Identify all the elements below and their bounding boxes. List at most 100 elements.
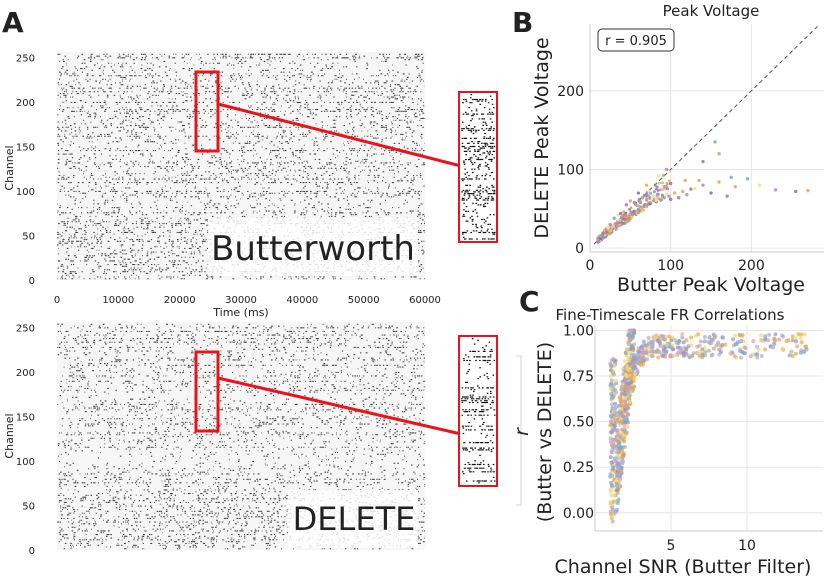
data-point bbox=[789, 349, 794, 354]
data-point bbox=[609, 397, 614, 402]
data-point bbox=[684, 338, 689, 343]
data-point bbox=[665, 181, 669, 185]
data-point bbox=[685, 192, 689, 197]
data-point bbox=[701, 183, 705, 187]
data-point bbox=[616, 213, 620, 217]
data-point bbox=[624, 431, 629, 436]
y-tick-label: 200 bbox=[16, 368, 35, 379]
data-point bbox=[738, 349, 743, 354]
data-point bbox=[773, 332, 778, 337]
data-point bbox=[758, 333, 763, 338]
data-point bbox=[670, 347, 675, 352]
data-point bbox=[623, 215, 627, 219]
data-point bbox=[650, 349, 655, 354]
data-point bbox=[633, 365, 638, 370]
data-point bbox=[616, 410, 621, 415]
x-tick-label: 20000 bbox=[164, 295, 196, 306]
data-point bbox=[648, 189, 652, 193]
data-point bbox=[629, 328, 634, 333]
data-point bbox=[625, 412, 630, 417]
x-tick-label: 200 bbox=[738, 258, 765, 274]
data-point bbox=[697, 353, 702, 358]
data-point bbox=[795, 344, 800, 349]
data-point bbox=[624, 351, 629, 356]
data-point bbox=[756, 347, 761, 352]
data-point bbox=[627, 350, 632, 355]
data-point bbox=[709, 191, 713, 195]
peak-voltage-title: Peak Voltage bbox=[663, 2, 760, 20]
data-point bbox=[609, 381, 614, 386]
data-point bbox=[644, 183, 649, 187]
data-point bbox=[618, 435, 623, 440]
identity-line bbox=[593, 25, 819, 245]
data-point bbox=[618, 211, 623, 216]
data-point bbox=[702, 335, 707, 340]
data-point bbox=[654, 197, 658, 201]
data-point bbox=[656, 196, 661, 201]
y-tick-label: 150 bbox=[16, 412, 35, 423]
data-point bbox=[615, 499, 620, 504]
data-point bbox=[673, 191, 677, 195]
data-point bbox=[790, 338, 795, 343]
fr-ylabel-sub: (Butter vs DELETE) bbox=[534, 342, 556, 522]
data-point bbox=[609, 443, 614, 448]
data-point bbox=[683, 178, 687, 183]
data-point bbox=[650, 339, 655, 344]
raster-bottom: 0 50 100 150 200 250 Channel DELETE bbox=[3, 322, 498, 557]
y-tick-label: 1.00 bbox=[563, 323, 594, 339]
data-point bbox=[622, 435, 627, 440]
data-point bbox=[664, 192, 669, 197]
y-tick-label: 0.75 bbox=[563, 369, 594, 385]
data-point bbox=[609, 460, 614, 465]
data-point bbox=[723, 342, 728, 347]
data-point bbox=[608, 361, 613, 366]
data-point bbox=[659, 333, 664, 338]
data-point bbox=[613, 412, 618, 417]
data-point bbox=[615, 439, 620, 444]
data-point bbox=[763, 337, 768, 342]
data-point bbox=[626, 381, 631, 386]
data-point bbox=[734, 341, 739, 346]
data-point bbox=[748, 354, 753, 359]
x-tick-label: 40000 bbox=[286, 295, 318, 306]
data-point bbox=[707, 335, 712, 340]
data-point bbox=[637, 355, 642, 360]
data-point bbox=[689, 187, 693, 191]
data-point bbox=[610, 483, 615, 488]
data-point bbox=[714, 343, 719, 348]
data-point bbox=[751, 339, 756, 344]
data-point bbox=[656, 174, 661, 178]
data-point bbox=[787, 353, 792, 358]
data-point bbox=[618, 417, 623, 422]
bracket bbox=[516, 355, 522, 506]
data-point bbox=[771, 345, 776, 350]
data-point bbox=[661, 173, 665, 177]
data-point bbox=[612, 223, 616, 227]
data-point bbox=[755, 344, 760, 349]
data-point bbox=[645, 197, 649, 201]
data-point bbox=[626, 367, 631, 372]
data-point bbox=[612, 216, 616, 220]
highlight-box-bottom bbox=[194, 350, 220, 433]
data-point bbox=[608, 455, 613, 460]
data-point bbox=[609, 402, 614, 407]
data-point bbox=[645, 205, 649, 209]
data-point bbox=[625, 364, 630, 369]
inset-spikes bbox=[461, 94, 496, 240]
data-point bbox=[645, 190, 649, 194]
data-point bbox=[720, 342, 725, 347]
data-point bbox=[608, 419, 613, 424]
data-point bbox=[608, 423, 613, 428]
data-point bbox=[627, 399, 632, 404]
data-point bbox=[717, 152, 721, 156]
data-point bbox=[626, 342, 631, 347]
data-point bbox=[684, 346, 689, 351]
data-point bbox=[794, 339, 799, 344]
data-point bbox=[640, 355, 645, 360]
raster-top: 0 50 100 150 200 250 0 10000 20000 30000 40000 500… bbox=[3, 52, 498, 319]
peak-voltage-ylabel: DELETE Peak Voltage bbox=[531, 37, 553, 238]
y-tick-label: 200 bbox=[557, 84, 584, 100]
data-point bbox=[657, 181, 661, 185]
watermark-box-bottom bbox=[288, 490, 418, 548]
data-point bbox=[622, 393, 627, 398]
